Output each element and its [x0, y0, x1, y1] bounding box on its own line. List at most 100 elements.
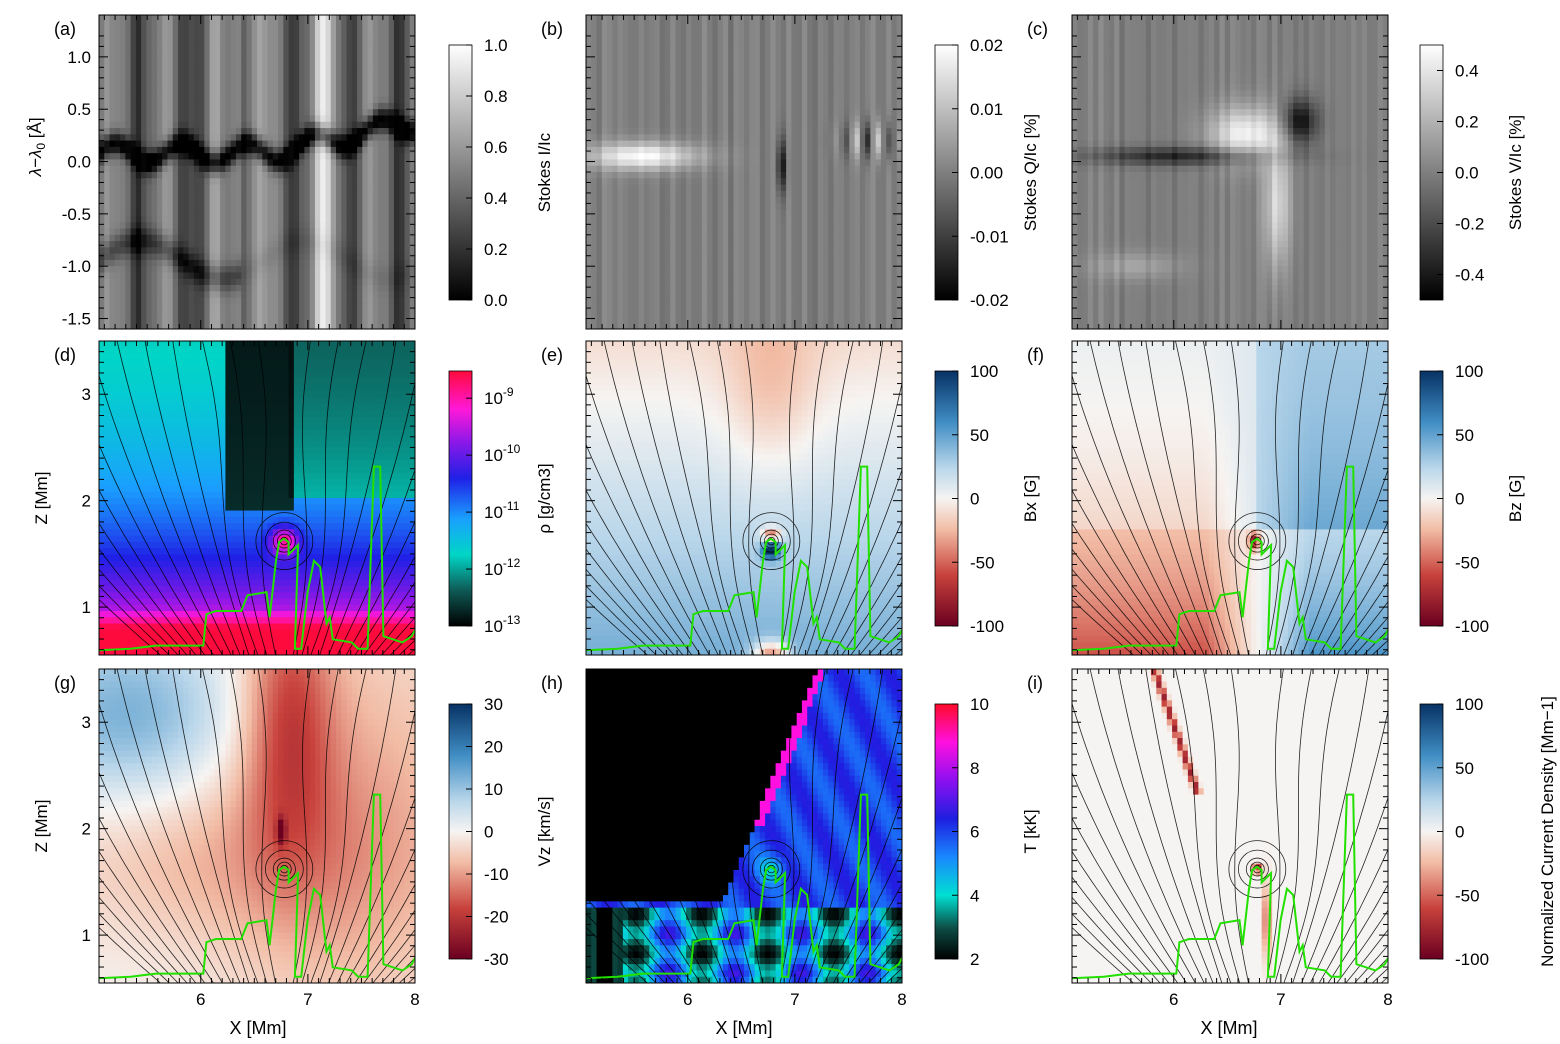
- panel-d: 3 2 1 Z [Mm] (d) 10-9 10-10 10-11 10-12 10-13 ρ [g…: [32, 340, 554, 656]
- y-tick-label: 0.5: [67, 100, 91, 119]
- colorbar-tick-label: -100: [1455, 617, 1489, 636]
- colorbar-tick-label: 2: [970, 950, 979, 969]
- x-axis-title-col2: X [Mm]: [716, 1018, 773, 1038]
- colorbar-tick-label: 10-13: [484, 613, 521, 636]
- colorbar-title: Stokes Q/Ic [%]: [1021, 114, 1040, 231]
- panel-label: (d): [54, 345, 76, 365]
- colorbar-tick-label: -30: [484, 950, 509, 969]
- panel-e-image: [586, 341, 902, 655]
- colorbar-tick-label: -50: [1455, 553, 1480, 572]
- y-tick-label: 0.0: [67, 153, 91, 172]
- colorbar-title: Stokes I/Ic: [535, 132, 554, 212]
- y-tick-label: 3: [82, 713, 91, 732]
- y-tick-label: 3: [82, 385, 91, 404]
- panel-e-green-contour: [586, 465, 902, 652]
- colorbar-title: Bz [G]: [1506, 475, 1525, 522]
- y-axis-title: Z [Mm]: [32, 472, 51, 525]
- colorbar-tick-label: 0: [1455, 823, 1464, 842]
- panel-i-image: [1072, 669, 1388, 983]
- panel-d-frame: [98, 340, 416, 656]
- x-axis-title-col1: X [Mm]: [230, 1018, 287, 1038]
- panel-g-frame: [98, 668, 416, 984]
- colorbar-tick-label: -20: [484, 908, 509, 927]
- colorbar-tick-label: 0.2: [484, 240, 508, 259]
- panel-a-image: [99, 15, 415, 329]
- y-tick-label: -0.5: [62, 205, 91, 224]
- panel-h-green-contour: [586, 793, 902, 980]
- colorbar-tick-label: 1.0: [484, 36, 508, 55]
- y-tick-label: 1.0: [67, 48, 91, 67]
- y-axis-title: Z [Mm]: [32, 800, 51, 853]
- colorbar-tick-label: 10: [484, 780, 503, 799]
- y-tick-label: 1: [82, 926, 91, 945]
- colorbar-a: [448, 44, 473, 301]
- panel-label: (c): [1027, 19, 1048, 39]
- colorbar-tick-label: 0: [484, 823, 493, 842]
- panel-g-green-contour: [99, 793, 415, 980]
- colorbar-tick-label: 0.8: [484, 87, 508, 106]
- colorbar-tick-label: 50: [970, 426, 989, 445]
- panel-label: (g): [54, 673, 76, 693]
- colorbar-tick-label: 30: [484, 695, 503, 714]
- panel-label: (i): [1027, 673, 1043, 693]
- panel-label: (a): [54, 19, 76, 39]
- panel-i: 6 7 8 (i) 100 50 0 -50 -100 Normalized Current De…: [1027, 668, 1557, 1009]
- panel-g-field-lines: [99, 669, 415, 983]
- panel-i-field-lines: [1072, 669, 1388, 983]
- colorbar-title: T [kK]: [1021, 809, 1040, 853]
- panel-d-image: [99, 341, 415, 655]
- panel-b: (b) 0.02 0.01 0.00 -0.01 -0.02 Stokes Q/Ic [%]: [541, 14, 1040, 330]
- colorbar-tick-label: 20: [484, 738, 503, 757]
- y-axis-title: λ−λ0 [Å]: [26, 117, 48, 177]
- colorbar-tick-label: 0.4: [1455, 62, 1479, 81]
- colorbar-tick-label: 50: [1455, 426, 1474, 445]
- colorbar-tick-label: 6: [970, 823, 979, 842]
- colorbar-tick-label: 100: [970, 362, 998, 381]
- x-tick-label: 6: [1169, 990, 1178, 1009]
- colorbar-tick-label: 0: [1455, 490, 1464, 509]
- panel-d-field-lines: [99, 341, 415, 655]
- colorbar-title: Normalized Current Density [Mm−1]: [1538, 696, 1557, 967]
- panel-e-field-lines: [586, 341, 902, 655]
- colorbar-tick-label: 10: [970, 695, 989, 714]
- panel-h-frame: [585, 668, 903, 984]
- colorbar-tick-label: 0: [970, 490, 979, 509]
- panel-c: (c) 0.4 0.2 0.0 -0.2 -0.4 Stokes V/Ic [%]: [1027, 14, 1525, 330]
- x-axis-titles: X [Mm] X [Mm] X [Mm]: [230, 1018, 1258, 1038]
- panel-f-green-contour: [1072, 465, 1388, 652]
- colorbar-tick-label: -0.4: [1455, 266, 1484, 285]
- colorbar-tick-label: 0.6: [484, 138, 508, 157]
- colorbar-title: ρ [g/cm3]: [535, 463, 554, 533]
- panel-a: 1.0 0.5 0.0 -0.5 -1.0 -1.5 λ−λ0 [Å] (a) 1.0 0.8 0.…: [26, 14, 554, 330]
- x-tick-label: 6: [196, 990, 205, 1009]
- panel-f: (f) 100 50 0 -50 -100 Bz [G]: [1027, 340, 1525, 656]
- panel-h-field-lines: [586, 669, 902, 983]
- panel-label: (b): [541, 19, 563, 39]
- x-tick-label: 7: [1276, 990, 1285, 1009]
- panels-layer: 1.0 0.5 0.0 -0.5 -1.0 -1.5 λ−λ0 [Å] (a) 1.0 0.8 0.…: [26, 14, 1557, 1009]
- colorbar-tick-label: -50: [1455, 886, 1480, 905]
- colorbar-tick-label: 10-12: [484, 556, 521, 579]
- panel-f-image: [1072, 341, 1388, 655]
- panel-g-image: [99, 669, 415, 983]
- colorbar-tick-label: 0.01: [970, 100, 1003, 119]
- panel-c-image: [1072, 15, 1388, 329]
- colorbar-tick-label: -0.02: [970, 291, 1009, 310]
- panel-i-green-contour: [1072, 793, 1388, 980]
- x-axis-title-col3: X [Mm]: [1201, 1018, 1258, 1038]
- colorbar-tick-label: 10-9: [484, 385, 514, 408]
- panel-f-frame: [1071, 340, 1389, 656]
- colorbar-tick-label: 50: [1455, 759, 1474, 778]
- colorbar-tick-label: 8: [970, 759, 979, 778]
- panel-label: (h): [541, 673, 563, 693]
- colorbar-tick-label: 10-10: [484, 442, 521, 465]
- panel-label: (f): [1027, 345, 1044, 365]
- y-tick-label: 2: [82, 492, 91, 511]
- panel-h: 6 7 8 (h) 10 8 6 4 2 T [kK]: [541, 668, 1040, 1009]
- panel-e: (e) 100 50 0 -50 -100 Bx [G]: [541, 340, 1040, 656]
- colorbar-tick-label: -50: [970, 553, 995, 572]
- x-tick-label: 7: [790, 990, 799, 1009]
- colorbar-tick-label: 0.0: [484, 291, 508, 310]
- colorbar-tick-label: 100: [1455, 695, 1483, 714]
